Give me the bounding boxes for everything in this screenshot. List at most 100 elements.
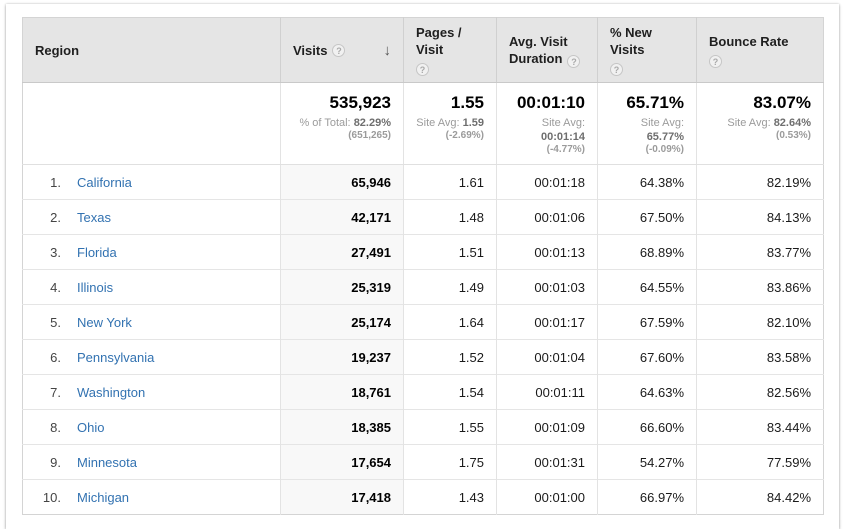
visits-cell: 18,385 bbox=[280, 409, 404, 445]
table-row: 8. Ohio 18,385 1.55 00:01:09 66.60% 83.44… bbox=[22, 409, 824, 445]
visits-cell: 18,761 bbox=[280, 374, 404, 410]
pages-per-visit-cell: 1.52 bbox=[403, 339, 497, 375]
regions-report-table: Region Visits ? ↓ Pages / Visit ? Avg. V… bbox=[22, 17, 824, 515]
avg-visit-duration-cell: 00:01:31 bbox=[496, 444, 598, 480]
bounce-rate-cell: 82.56% bbox=[696, 374, 824, 410]
region-link[interactable]: Michigan bbox=[77, 489, 130, 505]
summary-bounce-note: (0.53%) bbox=[775, 130, 811, 141]
table-body: 1. California 65,946 1.61 00:01:18 64.38%… bbox=[22, 164, 824, 515]
region-link[interactable]: New York bbox=[77, 314, 132, 330]
column-header-avg-visit-duration[interactable]: Avg. Visit Duration? bbox=[496, 17, 598, 83]
bounce-rate-cell: 83.77% bbox=[696, 234, 824, 270]
summary-visits-sublabel: % of Total: bbox=[299, 117, 351, 129]
summary-visits-cell: 535,923 % of Total: 82.29% (651,265) bbox=[280, 82, 404, 165]
pct-new-visits-cell: 67.59% bbox=[597, 304, 697, 340]
bounce-rate-cell: 84.13% bbox=[696, 199, 824, 235]
column-header-bounce-rate[interactable]: Bounce Rate ? bbox=[696, 17, 824, 83]
row-rank: 4. bbox=[50, 279, 61, 295]
table-row: 2. Texas 42,171 1.48 00:01:06 67.50% 84.1… bbox=[22, 199, 824, 235]
column-header-visits-label: Visits bbox=[293, 42, 328, 58]
pct-new-visits-cell: 67.60% bbox=[597, 339, 697, 375]
region-link[interactable]: Minnesota bbox=[77, 454, 137, 470]
table-row: 6. Pennsylvania 19,237 1.52 00:01:04 67.6… bbox=[22, 339, 824, 375]
region-link[interactable]: Illinois bbox=[77, 279, 114, 295]
visits-cell: 19,237 bbox=[280, 339, 404, 375]
pages-per-visit-cell: 1.54 bbox=[403, 374, 497, 410]
row-rank: 10. bbox=[42, 489, 61, 505]
table-row: 7. Washington 18,761 1.54 00:01:11 64.63%… bbox=[22, 374, 824, 410]
column-header-pct-new-visits[interactable]: % New Visits ? bbox=[597, 17, 697, 83]
region-link[interactable]: Washington bbox=[77, 384, 146, 400]
avg-visit-duration-cell: 00:01:09 bbox=[496, 409, 598, 445]
row-rank: 8. bbox=[50, 419, 61, 435]
table-row: 4. Illinois 25,319 1.49 00:01:03 64.55% 8… bbox=[22, 269, 824, 305]
visits-cell: 25,319 bbox=[280, 269, 404, 305]
summary-new-visits-sublabel: Site Avg: bbox=[640, 117, 684, 129]
summary-avg-visit-duration-cell: 00:01:10 Site Avg: 00:01:14 (-4.77%) bbox=[496, 82, 598, 165]
summary-duration-value: 00:01:10 bbox=[516, 93, 585, 112]
bounce-rate-cell: 83.86% bbox=[696, 269, 824, 305]
bounce-rate-cell: 83.44% bbox=[696, 409, 824, 445]
visits-cell: 17,654 bbox=[280, 444, 404, 480]
region-link[interactable]: California bbox=[77, 174, 132, 190]
row-rank: 7. bbox=[50, 384, 61, 400]
summary-row: 535,923 % of Total: 82.29% (651,265) 1.5… bbox=[22, 82, 824, 165]
summary-bounce-rate-cell: 83.07% Site Avg: 82.64% (0.53%) bbox=[696, 82, 824, 165]
row-rank: 6. bbox=[50, 349, 61, 365]
region-link[interactable]: Pennsylvania bbox=[77, 349, 155, 365]
row-rank: 2. bbox=[50, 209, 61, 225]
avg-visit-duration-cell: 00:01:00 bbox=[496, 479, 598, 515]
help-icon[interactable]: ? bbox=[610, 63, 623, 76]
summary-duration-subvalue: 00:01:14 bbox=[540, 131, 585, 143]
table-row: 9. Minnesota 17,654 1.75 00:01:31 54.27% … bbox=[22, 444, 824, 480]
pages-per-visit-cell: 1.43 bbox=[403, 479, 497, 515]
avg-visit-duration-cell: 00:01:06 bbox=[496, 199, 598, 235]
region-link[interactable]: Texas bbox=[77, 209, 111, 225]
column-header-avg-visit-duration-label: Avg. Visit Duration bbox=[509, 33, 568, 66]
avg-visit-duration-cell: 00:01:04 bbox=[496, 339, 598, 375]
region-link[interactable]: Ohio bbox=[77, 419, 105, 435]
pages-per-visit-cell: 1.75 bbox=[403, 444, 497, 480]
column-header-pages-per-visit[interactable]: Pages / Visit ? bbox=[403, 17, 497, 83]
pct-new-visits-cell: 66.60% bbox=[597, 409, 697, 445]
table-row: 10. Michigan 17,418 1.43 00:01:00 66.97% … bbox=[22, 479, 824, 515]
pages-per-visit-cell: 1.49 bbox=[403, 269, 497, 305]
pct-new-visits-cell: 64.38% bbox=[597, 164, 697, 200]
summary-visits-value: 535,923 bbox=[329, 93, 391, 112]
column-header-pages-per-visit-label: Pages / Visit bbox=[416, 25, 462, 57]
visits-cell: 42,171 bbox=[280, 199, 404, 235]
help-icon[interactable]: ? bbox=[567, 54, 581, 68]
summary-bounce-sublabel: Site Avg: bbox=[727, 117, 771, 129]
pct-new-visits-cell: 66.97% bbox=[597, 479, 697, 515]
visits-cell: 65,946 bbox=[280, 164, 404, 200]
visits-cell: 25,174 bbox=[280, 304, 404, 340]
summary-pages-value: 1.55 bbox=[450, 93, 484, 112]
summary-bounce-value: 83.07% bbox=[753, 93, 811, 112]
avg-visit-duration-cell: 00:01:13 bbox=[496, 234, 598, 270]
column-header-pct-new-visits-label: % New Visits bbox=[610, 25, 652, 57]
table-row: 5. New York 25,174 1.64 00:01:17 67.59% 8… bbox=[22, 304, 824, 340]
help-icon[interactable]: ? bbox=[416, 63, 429, 76]
row-rank: 5. bbox=[50, 314, 61, 330]
summary-visits-subvalue: 82.29% bbox=[353, 117, 391, 129]
pct-new-visits-cell: 67.50% bbox=[597, 199, 697, 235]
column-header-bounce-rate-label: Bounce Rate bbox=[709, 33, 789, 49]
column-header-visits[interactable]: Visits ? ↓ bbox=[280, 17, 404, 83]
avg-visit-duration-cell: 00:01:11 bbox=[496, 374, 598, 410]
pages-per-visit-cell: 1.64 bbox=[403, 304, 497, 340]
pct-new-visits-cell: 54.27% bbox=[597, 444, 697, 480]
avg-visit-duration-cell: 00:01:17 bbox=[496, 304, 598, 340]
pages-per-visit-cell: 1.55 bbox=[403, 409, 497, 445]
summary-region-cell bbox=[22, 82, 281, 165]
help-icon[interactable]: ? bbox=[709, 54, 722, 68]
summary-new-visits-subvalue: 65.77% bbox=[646, 131, 684, 143]
pages-per-visit-cell: 1.48 bbox=[403, 199, 497, 235]
summary-duration-note: (-4.77%) bbox=[546, 144, 585, 155]
visits-cell: 27,491 bbox=[280, 234, 404, 270]
region-link[interactable]: Florida bbox=[77, 244, 117, 260]
help-icon[interactable]: ? bbox=[332, 43, 346, 57]
pages-per-visit-cell: 1.51 bbox=[403, 234, 497, 270]
pct-new-visits-cell: 68.89% bbox=[597, 234, 697, 270]
column-header-region[interactable]: Region bbox=[22, 17, 281, 83]
row-rank: 3. bbox=[50, 244, 61, 260]
